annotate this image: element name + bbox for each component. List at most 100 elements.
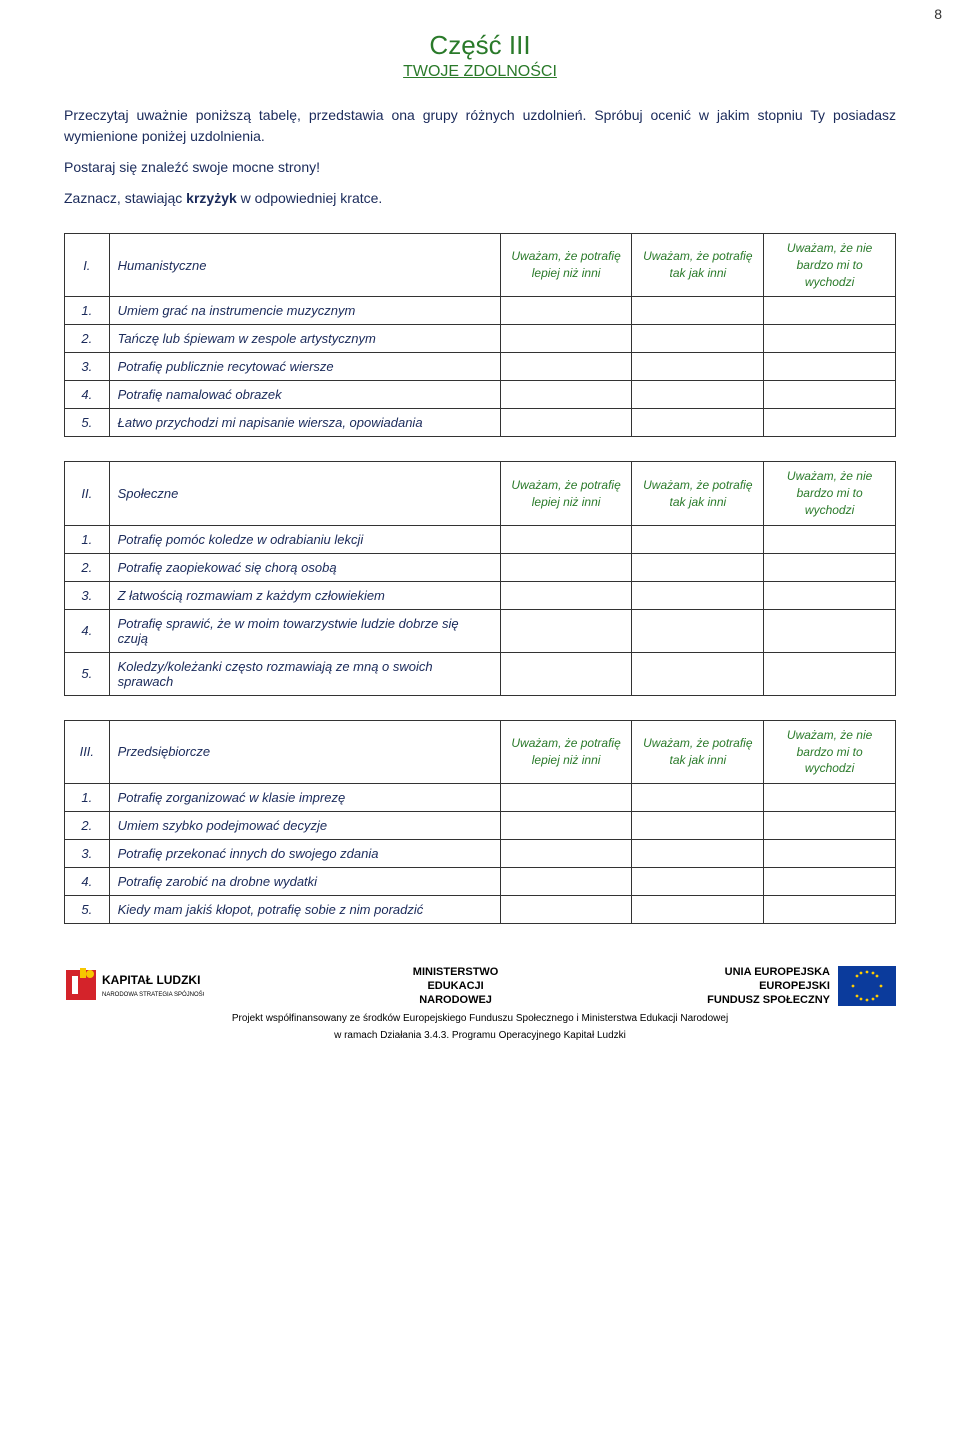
page: 8 Część III TWOJE ZDOLNOŚCI Przeczytaj u… (0, 0, 960, 1062)
intro3-b: krzyżyk (186, 190, 237, 206)
row-number: 2. (65, 553, 110, 581)
checkbox-cell[interactable] (500, 868, 632, 896)
page-title: Część III (64, 30, 896, 61)
row-text: Kiedy mam jakiś kłopot, potrafię sobie z… (109, 896, 500, 924)
table-row: 4.Potrafię sprawić, że w moim towarzystw… (65, 609, 896, 652)
checkbox-cell[interactable] (500, 325, 632, 353)
checkbox-cell[interactable] (500, 297, 632, 325)
svg-text:KAPITAŁ LUDZKI: KAPITAŁ LUDZKI (102, 973, 200, 987)
checkbox-cell[interactable] (500, 409, 632, 437)
checkbox-cell[interactable] (632, 525, 764, 553)
table-section-num: III. (65, 720, 110, 783)
checkbox-cell[interactable] (500, 581, 632, 609)
checkbox-cell[interactable] (764, 812, 896, 840)
footer-left: KAPITAŁ LUDZKI NARODOWA STRATEGIA SPÓJNO… (64, 964, 204, 1008)
intro3-a: Zaznacz, stawiając (64, 190, 186, 206)
checkbox-cell[interactable] (764, 840, 896, 868)
option-header: Uważam, że nie bardzo mi to wychodzi (764, 234, 896, 297)
row-number: 5. (65, 652, 110, 695)
checkbox-cell[interactable] (632, 812, 764, 840)
row-number: 3. (65, 353, 110, 381)
table-row: 1.Umiem grać na instrumencie muzycznym (65, 297, 896, 325)
checkbox-cell[interactable] (764, 868, 896, 896)
checkbox-cell[interactable] (632, 609, 764, 652)
checkbox-cell[interactable] (500, 784, 632, 812)
row-text: Potrafię przekonać innych do swojego zda… (109, 840, 500, 868)
checkbox-cell[interactable] (632, 381, 764, 409)
checkbox-cell[interactable] (632, 409, 764, 437)
checkbox-cell[interactable] (500, 353, 632, 381)
checkbox-cell[interactable] (500, 525, 632, 553)
checkbox-cell[interactable] (632, 652, 764, 695)
checkbox-cell[interactable] (632, 896, 764, 924)
row-number: 1. (65, 525, 110, 553)
checkbox-cell[interactable] (764, 297, 896, 325)
row-text: Potrafię namalować obrazek (109, 381, 500, 409)
checkbox-cell[interactable] (764, 353, 896, 381)
table-row: 4.Potrafię namalować obrazek (65, 381, 896, 409)
checkbox-cell[interactable] (764, 525, 896, 553)
table-row: 5.Koledzy/koleżanki często rozmawiają ze… (65, 652, 896, 695)
checkbox-cell[interactable] (764, 581, 896, 609)
kapital-ludzki-logo: KAPITAŁ LUDZKI NARODOWA STRATEGIA SPÓJNO… (64, 964, 204, 1008)
table-row: 3.Potrafię publicznie recytować wiersze (65, 353, 896, 381)
checkbox-cell[interactable] (500, 381, 632, 409)
option-header: Uważam, że potrafię tak jak inni (632, 234, 764, 297)
table-section-num: II. (65, 462, 110, 525)
row-number: 1. (65, 297, 110, 325)
row-number: 3. (65, 581, 110, 609)
row-text: Tańczę lub śpiewam w zespole artystyczny… (109, 325, 500, 353)
table-category: Przedsiębiorcze (109, 720, 500, 783)
checkbox-cell[interactable] (764, 553, 896, 581)
footer-center: MINISTERSTWO EDUKACJI NARODOWEJ (413, 965, 499, 1008)
option-header: Uważam, że potrafię lepiej niż inni (500, 720, 632, 783)
row-text: Potrafię sprawić, że w moim towarzystwie… (109, 609, 500, 652)
table-row: 3.Potrafię przekonać innych do swojego z… (65, 840, 896, 868)
checkbox-cell[interactable] (764, 896, 896, 924)
checkbox-cell[interactable] (764, 652, 896, 695)
checkbox-cell[interactable] (632, 353, 764, 381)
row-text: Z łatwością rozmawiam z każdym człowieki… (109, 581, 500, 609)
checkbox-cell[interactable] (632, 868, 764, 896)
checkbox-cell[interactable] (632, 325, 764, 353)
row-number: 4. (65, 609, 110, 652)
option-header: Uważam, że nie bardzo mi to wychodzi (764, 462, 896, 525)
row-text: Koledzy/koleżanki często rozmawiają ze m… (109, 652, 500, 695)
intro3-c: w odpowiedniej kratce. (237, 190, 383, 206)
checkbox-cell[interactable] (764, 609, 896, 652)
checkbox-cell[interactable] (632, 553, 764, 581)
checkbox-cell[interactable] (632, 784, 764, 812)
intro-paragraph-1: Przeczytaj uważnie poniższą tabelę, prze… (64, 105, 896, 147)
checkbox-cell[interactable] (764, 325, 896, 353)
checkbox-cell[interactable] (764, 409, 896, 437)
row-text: Potrafię zarobić na drobne wydatki (109, 868, 500, 896)
option-header: Uważam, że potrafię tak jak inni (632, 462, 764, 525)
row-text: Potrafię publicznie recytować wiersze (109, 353, 500, 381)
checkbox-cell[interactable] (764, 784, 896, 812)
checkbox-cell[interactable] (500, 896, 632, 924)
table-row: 5.Kiedy mam jakiś kłopot, potrafię sobie… (65, 896, 896, 924)
row-number: 3. (65, 840, 110, 868)
ministry-line-1: MINISTERSTWO (413, 965, 499, 979)
row-text: Łatwo przychodzi mi napisanie wiersza, o… (109, 409, 500, 437)
checkbox-cell[interactable] (764, 381, 896, 409)
row-number: 4. (65, 381, 110, 409)
option-header: Uważam, że potrafię lepiej niż inni (500, 462, 632, 525)
checkbox-cell[interactable] (500, 609, 632, 652)
checkbox-cell[interactable] (500, 812, 632, 840)
checkbox-cell[interactable] (632, 840, 764, 868)
footer-right-wrap: UNIA EUROPEJSKA EUROPEJSKI FUNDUSZ SPOŁE… (707, 965, 896, 1008)
row-number: 1. (65, 784, 110, 812)
svg-text:NARODOWA STRATEGIA SPÓJNOŚCI: NARODOWA STRATEGIA SPÓJNOŚCI (102, 990, 204, 998)
checkbox-cell[interactable] (632, 581, 764, 609)
checkbox-cell[interactable] (632, 297, 764, 325)
ministry-line-2: EDUKACJI (413, 979, 499, 993)
eu-line-2: EUROPEJSKI (707, 979, 830, 993)
checkbox-cell[interactable] (500, 652, 632, 695)
checkbox-cell[interactable] (500, 840, 632, 868)
row-number: 2. (65, 325, 110, 353)
table-row: 2.Umiem szybko podejmować decyzje (65, 812, 896, 840)
row-text: Potrafię pomóc koledze w odrabianiu lekc… (109, 525, 500, 553)
checkbox-cell[interactable] (500, 553, 632, 581)
footer-text-1: Projekt współfinansowany ze środków Euro… (64, 1012, 896, 1025)
